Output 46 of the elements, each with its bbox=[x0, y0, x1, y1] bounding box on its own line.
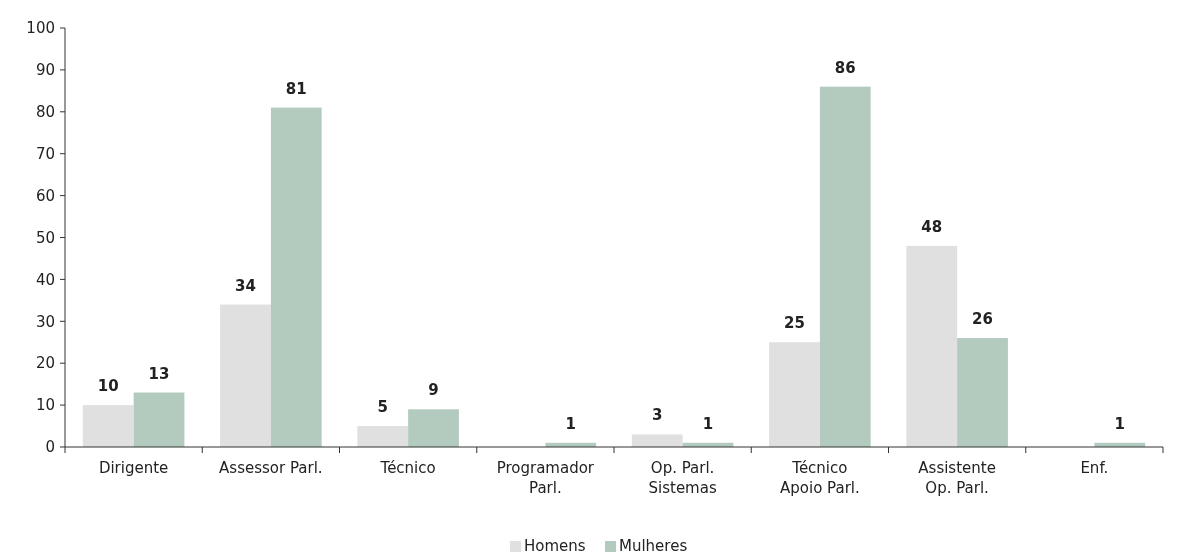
data-label: 5 bbox=[377, 398, 388, 417]
data-label: 1 bbox=[1114, 414, 1125, 433]
bar bbox=[957, 338, 1008, 447]
bar bbox=[408, 409, 459, 447]
data-label: 48 bbox=[921, 217, 943, 236]
y-tick-label: 60 bbox=[35, 186, 55, 205]
x-tick-label: Op. Parl. Sistemas bbox=[648, 459, 717, 497]
x-tick-label: Programador Parl. bbox=[496, 459, 595, 497]
bar bbox=[220, 304, 271, 447]
data-label: 9 bbox=[428, 381, 439, 400]
y-tick-label: 0 bbox=[45, 438, 55, 457]
bar bbox=[82, 405, 134, 447]
data-label: 3 bbox=[652, 406, 663, 425]
bar bbox=[769, 342, 820, 447]
legend-label: Mulheres bbox=[619, 537, 688, 555]
data-label: 26 bbox=[972, 310, 993, 329]
data-label: 81 bbox=[285, 79, 307, 98]
y-tick-label: 70 bbox=[35, 144, 55, 163]
bar bbox=[631, 434, 683, 447]
y-tick-label: 90 bbox=[35, 61, 55, 80]
y-tick-label: 30 bbox=[35, 312, 55, 331]
y-tick-label: 20 bbox=[35, 354, 55, 373]
bar bbox=[133, 392, 185, 447]
y-tick-label: 100 bbox=[26, 19, 55, 38]
data-label: 13 bbox=[148, 364, 170, 383]
y-tick-label: 40 bbox=[35, 270, 55, 289]
x-tick-label: Enf. bbox=[1080, 459, 1109, 477]
data-label: 10 bbox=[97, 377, 119, 396]
x-tick-label: Assessor Parl. bbox=[219, 459, 323, 477]
legend-label: Homens bbox=[524, 537, 586, 555]
y-tick-label: 50 bbox=[35, 228, 55, 247]
x-tick-label: Dirigente bbox=[98, 459, 169, 477]
bar bbox=[906, 245, 958, 447]
data-label: 25 bbox=[784, 314, 805, 333]
bar bbox=[819, 86, 871, 447]
data-label: 34 bbox=[235, 276, 256, 295]
y-tick-label: 10 bbox=[35, 396, 55, 415]
data-label: 86 bbox=[834, 58, 856, 77]
data-label: 1 bbox=[702, 414, 714, 433]
bar bbox=[270, 107, 322, 447]
data-label: 1 bbox=[565, 414, 576, 433]
x-tick-label: Técnico bbox=[379, 459, 436, 477]
x-tick-label: Técnico Apoio Parl. bbox=[780, 459, 860, 497]
bar bbox=[357, 426, 409, 447]
x-tick-label: Assistente Op. Parl. bbox=[918, 459, 996, 497]
y-tick-label: 80 bbox=[35, 103, 55, 122]
